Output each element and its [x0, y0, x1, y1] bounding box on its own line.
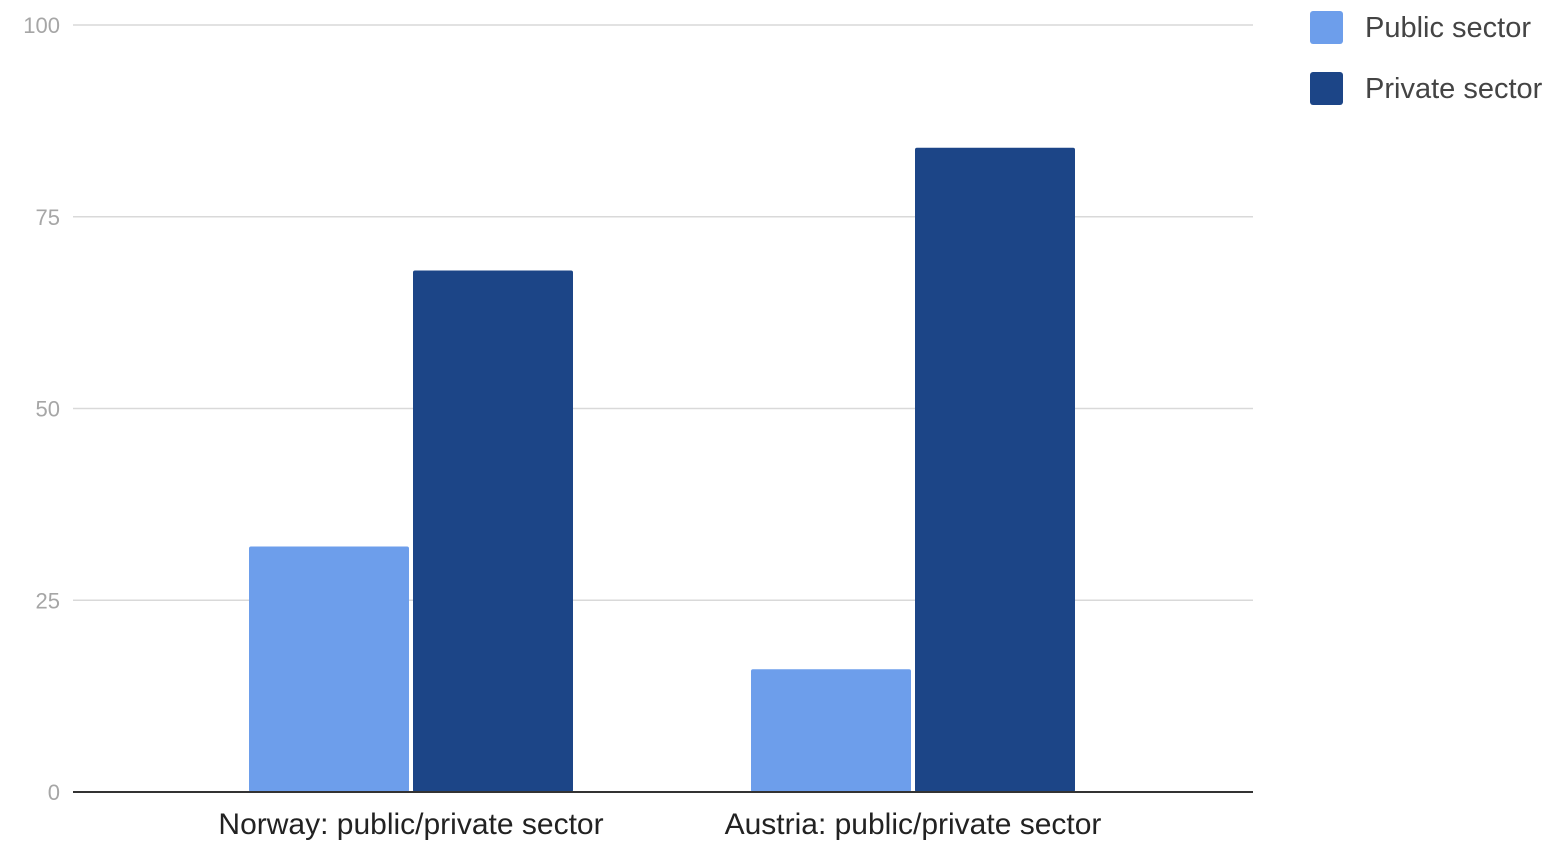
y-tick-label: 25: [36, 588, 60, 613]
x-category-label: Norway: public/private sector: [218, 808, 603, 841]
legend-label: Private sector: [1365, 73, 1543, 105]
y-tick-label: 0: [48, 780, 60, 805]
y-axis-tick-labels: 0 25 50 75 100: [23, 13, 60, 805]
gridlines: [73, 24, 1253, 601]
legend: Public sector Private sector: [1310, 11, 1543, 105]
bars: [249, 147, 1075, 793]
x-axis-category-labels: Norway: public/private sector Austria: pu…: [218, 808, 1101, 841]
y-tick-label: 50: [36, 397, 60, 422]
y-tick-label: 75: [36, 205, 60, 230]
legend-swatch: [1310, 11, 1343, 44]
x-category-label: Austria: public/private sector: [725, 808, 1102, 841]
y-tick-label: 100: [23, 13, 60, 38]
bar-public-sector-1: [751, 669, 911, 792]
legend-swatch: [1310, 72, 1343, 105]
bar-private-sector-1: [915, 147, 1075, 793]
legend-label: Public sector: [1365, 12, 1531, 44]
bar-private-sector-0: [413, 270, 573, 792]
bar-public-sector-0: [249, 546, 409, 792]
